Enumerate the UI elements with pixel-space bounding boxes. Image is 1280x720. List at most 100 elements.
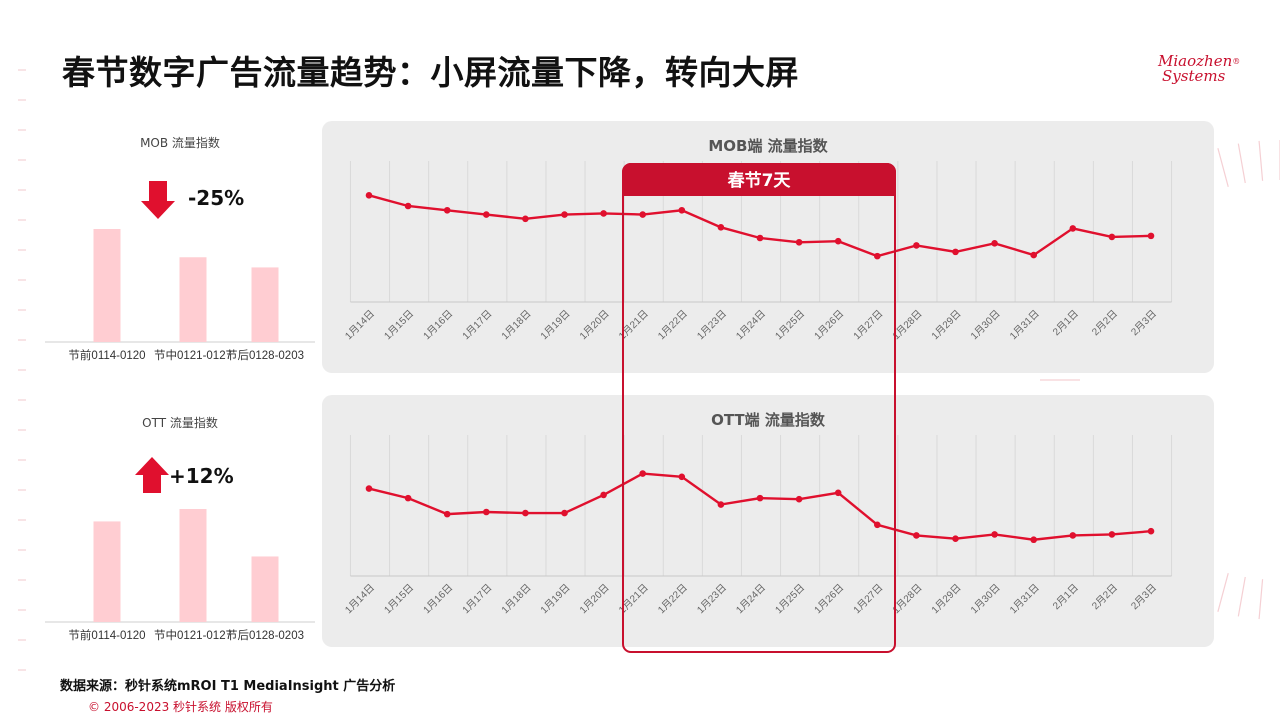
mini-category-label: 节前0114-0120 xyxy=(68,348,145,362)
data-point xyxy=(600,491,607,499)
x-tick-label: 1月31日 xyxy=(1007,308,1041,342)
data-point xyxy=(1108,531,1116,538)
data-point xyxy=(952,248,959,256)
data-point xyxy=(874,252,881,260)
x-tick-label: 1月20日 xyxy=(577,582,611,616)
mini-category-label: 节中0121-0127 xyxy=(154,349,232,362)
x-tick-label: 2月3日 xyxy=(1129,308,1159,338)
mini-category-label: 节中0121-0127 xyxy=(154,629,232,642)
copyright-note: © 2006-2023 秒针系统 版权所有 xyxy=(88,700,273,714)
arrow-up-icon xyxy=(135,457,169,493)
mob-summary-panel: MOB 流量指数 -25% 节前0114-0120 节中0121-0127 节后01… xyxy=(45,128,320,368)
logo-line2: Systems xyxy=(1162,67,1226,85)
data-point xyxy=(404,494,412,502)
x-tick-label: 1月31日 xyxy=(1007,582,1041,616)
data-point xyxy=(913,532,920,539)
mob-line-chart-panel: MOB端 流量指数 1月14日 1月15日 1月16日 1月17日 1月18日 1月19日… xyxy=(322,121,1214,373)
x-tick-label: 1月20日 xyxy=(577,308,611,342)
ott-change-value: +12% xyxy=(169,464,234,488)
mini-bar xyxy=(179,509,207,622)
ott-line-chart: 1月14日 1月15日 1月16日 1月17日 1月18日 1月19日 1月20日 1月21日… xyxy=(343,435,1173,616)
x-tick-label: 1月30日 xyxy=(968,582,1002,616)
data-point xyxy=(365,485,373,492)
x-tick-label: 1月19日 xyxy=(538,582,572,616)
data-point xyxy=(639,470,646,477)
mini-bar xyxy=(93,229,121,342)
data-point xyxy=(443,510,451,518)
arrow-down-icon xyxy=(141,181,175,219)
page-title: 春节数字广告流量趋势：小屏流量下降，转向大屏 xyxy=(62,53,799,92)
miaozhen-logo: Miaozhen® Systems xyxy=(1158,52,1241,85)
data-point xyxy=(522,509,529,517)
mini-category-label: 节后0128-0203 xyxy=(226,349,304,362)
ott-line-chart-panel: OTT端 流量指数 1月14日 1月15日 1月16日 1月17日 1月18日 1月19日… xyxy=(322,395,1214,647)
ott-summary-title: OTT 流量指数 xyxy=(142,416,218,430)
data-point xyxy=(1147,527,1155,535)
data-source-note: 数据来源：秒针系统mROI T1 MediaInsight 广告分析 xyxy=(60,679,396,694)
mini-bar xyxy=(251,556,279,622)
x-tick-label: 1月15日 xyxy=(382,582,416,616)
x-tick-label: 2月3日 xyxy=(1129,582,1159,612)
x-tick-label: 1月17日 xyxy=(460,582,494,616)
data-point xyxy=(717,224,725,231)
data-point xyxy=(678,473,686,481)
mob-summary-title: MOB 流量指数 xyxy=(140,136,220,150)
x-tick-label: 1月29日 xyxy=(929,308,963,342)
data-point xyxy=(795,495,803,503)
x-tick-label: 1月16日 xyxy=(421,582,455,616)
x-tick-label: 2月2日 xyxy=(1090,582,1120,612)
mini-category-label: 节后0128-0203 xyxy=(226,629,304,642)
data-point xyxy=(1108,233,1116,241)
data-point xyxy=(834,489,842,497)
data-point xyxy=(874,521,881,529)
x-tick-label: 1月18日 xyxy=(499,582,533,616)
data-point xyxy=(522,215,529,223)
ott-summary-panel: OTT 流量指数 +12% 节前0114-0120 节中0121-0127 节后01… xyxy=(45,408,320,648)
data-point xyxy=(678,206,686,214)
data-point xyxy=(561,509,568,517)
data-point xyxy=(561,211,568,218)
data-point xyxy=(600,210,607,217)
mob-chart-title: MOB端 流量指数 xyxy=(708,137,828,155)
logo-registered-mark: ® xyxy=(1232,57,1241,66)
spring-festival-label: 春节7天 xyxy=(622,163,896,196)
logo-line1: Miaozhen xyxy=(1158,52,1233,70)
data-point xyxy=(991,531,998,538)
data-point xyxy=(1069,225,1077,232)
mini-bar xyxy=(251,267,279,342)
x-tick-label: 1月14日 xyxy=(343,582,377,616)
decorative-tick-marks-left xyxy=(18,69,26,671)
data-point xyxy=(991,240,998,247)
x-tick-label: 1月16日 xyxy=(421,308,455,342)
data-point xyxy=(404,202,412,210)
mini-category-label: 节前0114-0120 xyxy=(68,628,145,642)
x-tick-label: 1月18日 xyxy=(499,308,533,342)
spring-festival-highlight: 春节7天 xyxy=(622,163,896,653)
data-point xyxy=(1030,251,1037,259)
data-point xyxy=(952,535,959,542)
data-point xyxy=(756,494,764,502)
mini-bar xyxy=(93,521,121,622)
x-tick-label: 1月14日 xyxy=(343,308,377,342)
data-point xyxy=(834,237,842,245)
data-point xyxy=(1030,536,1037,544)
data-point xyxy=(483,508,490,516)
x-tick-label: 1月17日 xyxy=(460,308,494,342)
x-tick-label: 2月2日 xyxy=(1090,308,1120,338)
ott-chart-title: OTT端 流量指数 xyxy=(711,411,825,429)
x-tick-label: 1月19日 xyxy=(538,308,572,342)
x-tick-label: 2月1日 xyxy=(1050,308,1080,338)
data-point xyxy=(913,242,920,249)
x-tick-label: 1月15日 xyxy=(382,308,416,342)
data-point xyxy=(483,211,490,218)
x-tick-label: 2月1日 xyxy=(1050,582,1080,612)
data-point xyxy=(795,238,803,246)
mob-change-value: -25% xyxy=(188,186,245,210)
data-point xyxy=(365,192,373,199)
mini-bar xyxy=(179,257,207,342)
x-tick-label: 1月29日 xyxy=(929,582,963,616)
data-point xyxy=(639,211,646,218)
data-point xyxy=(1147,232,1155,240)
